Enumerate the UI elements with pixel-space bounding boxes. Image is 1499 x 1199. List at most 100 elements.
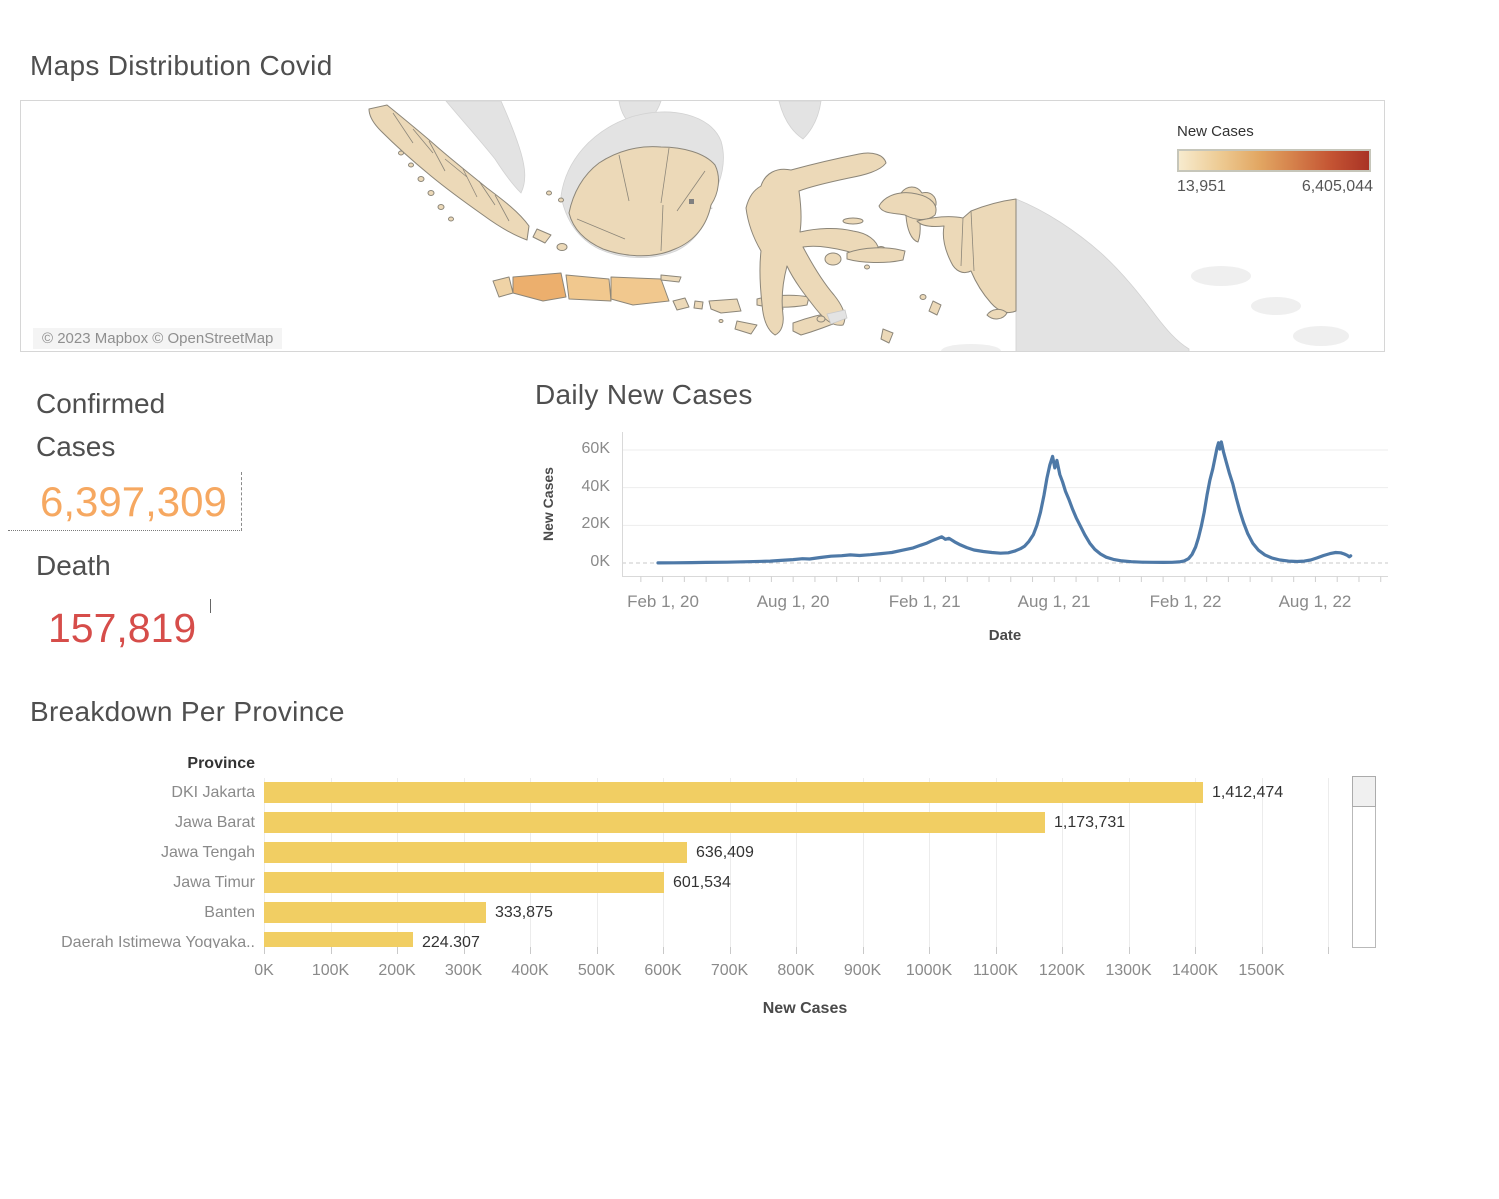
papua-province-borders: [960, 210, 975, 272]
daily-chart-x-axis-title: Date: [988, 627, 1022, 644]
axis-tick: [729, 947, 731, 954]
map-color-legend: New Cases 13,951 6,405,044: [1177, 123, 1377, 196]
east-java-shape[interactable]: [610, 276, 670, 306]
banten-shape[interactable]: [492, 276, 514, 298]
gridline: [995, 778, 997, 947]
madura-shape: [660, 274, 682, 283]
x-tick-label: 700K: [710, 962, 749, 979]
x-tick-label: 400K: [511, 962, 549, 979]
bar-value-label: 333,875: [495, 904, 553, 921]
province-row-label: DKI Jakarta: [171, 784, 255, 801]
buton-shape: [816, 315, 826, 323]
gridline: [862, 778, 864, 947]
bar-value-label: 1,412,474: [1212, 784, 1284, 801]
sulawesi-shape[interactable]: [745, 152, 887, 336]
gridline: [1195, 778, 1196, 947]
bar-row: 1,173,731: [264, 808, 1346, 838]
legend-min-value: 13,951: [1177, 178, 1226, 195]
malay-peninsula-shape: [445, 101, 526, 194]
bangka-shape: [532, 228, 552, 244]
confirmed-cases-label: Confirmed Cases: [36, 388, 166, 462]
province-row-labels: DKI Jakarta Jawa Barat Jawa Tengah Jawa Tim…: [20, 778, 255, 948]
west-java-shape[interactable]: [512, 272, 567, 302]
province-bar[interactable]: [264, 842, 687, 863]
province-row-label: Jawa Tengah: [161, 844, 255, 861]
province-chart-plot-area[interactable]: 1,412,474 1,173,731 636,409 601,534 333,875 2…: [264, 778, 1346, 947]
indonesia-map-panel[interactable]: Indonesia: [20, 100, 1385, 352]
axis-tick: [862, 947, 864, 954]
bar-row: 1,412,474: [264, 778, 1346, 808]
gridline: [929, 778, 930, 947]
bar-row: 636,409: [264, 838, 1346, 868]
province-bar[interactable]: [264, 782, 1203, 803]
x-tick-label: 800K: [777, 962, 815, 979]
bar-row: 333,875: [264, 898, 1346, 928]
yos-sudarso-shape: [986, 308, 1008, 320]
x-tick-label: 1200K: [1038, 962, 1086, 979]
buru-shape: [824, 252, 842, 266]
province-axis-ticks: [264, 947, 1346, 955]
province-row-label: Jawa Timur: [173, 874, 255, 891]
y-tick-label: 0K: [590, 553, 610, 570]
province-bar[interactable]: [264, 872, 664, 893]
x-tick-label: 900K: [843, 962, 882, 979]
map-attribution: © 2023 Mapbox © OpenStreetMap: [33, 328, 283, 349]
sumatra-province-borders: [392, 112, 510, 222]
x-tick-label: 500K: [577, 962, 616, 979]
axis-tick: [1328, 947, 1329, 954]
daily-chart-plot-area[interactable]: [622, 432, 1388, 591]
x-tick-label: Feb 1, 21: [888, 592, 961, 611]
gridline: [1328, 778, 1329, 947]
death-label: Death: [36, 550, 111, 581]
province-bar[interactable]: [264, 902, 486, 923]
sumbawa-shape: [708, 298, 742, 314]
mindanao-tip-shape: [778, 101, 822, 140]
gridline: [729, 778, 731, 947]
axis-tick: [264, 947, 265, 954]
tanimbar-shape: [880, 328, 894, 344]
axis-tick: [995, 947, 997, 954]
axis-tick: [1195, 947, 1196, 954]
province-chart-scrollbar[interactable]: [1352, 776, 1376, 948]
daily-line-chart-svg: [622, 432, 1388, 582]
daily-new-cases-line[interactable]: [656, 440, 1353, 565]
axis-tick: [929, 947, 930, 954]
gridline: [1062, 778, 1063, 947]
province-row-label: Daerah Istimewa Yogyaka..: [61, 934, 255, 948]
daily-chart-title: Daily New Cases: [535, 379, 753, 410]
x-tick-label: Aug 1, 20: [756, 592, 830, 611]
y-tick-label: 40K: [581, 477, 610, 495]
axis-tick: [1062, 947, 1063, 954]
sumba-shape: [734, 320, 758, 335]
legend-gradient-bar: [1177, 149, 1371, 172]
y-tick-label: 60K: [581, 440, 610, 457]
x-tick-label: 100K: [311, 962, 350, 979]
bar-row: 224,307: [264, 928, 1346, 947]
bar-value-label: 601,534: [673, 874, 731, 891]
x-tick-label: 600K: [644, 962, 682, 979]
x-tick-label: Aug 1, 22: [1278, 592, 1352, 611]
belitung-shape: [556, 243, 568, 251]
aru-shape: [928, 300, 942, 316]
indonesia-province-shapes[interactable]: [368, 104, 1017, 344]
x-tick-label: 1000K: [905, 962, 953, 979]
lombok-shape: [693, 300, 704, 310]
scrollbar-thumb[interactable]: [1352, 776, 1376, 807]
gridline: [796, 778, 797, 947]
sumatra-shape[interactable]: [368, 104, 530, 241]
axis-tick: [1261, 947, 1263, 954]
central-java-shape[interactable]: [565, 274, 612, 302]
x-tick-label: 0K: [254, 962, 274, 979]
province-chart-title: Breakdown Per Province: [30, 696, 345, 727]
papua-shape[interactable]: [916, 198, 1017, 314]
bar-value-label: 636,409: [696, 844, 754, 861]
bali-shape: [672, 297, 690, 311]
kalimantan-shape[interactable]: [568, 146, 719, 257]
axis-tick: [397, 947, 398, 954]
province-row-label: Jawa Barat: [174, 814, 255, 831]
papua-bird-head-shape[interactable]: [878, 192, 937, 220]
province-bar[interactable]: [264, 932, 413, 947]
papua-new-guinea-shape: [1015, 198, 1190, 351]
province-bar[interactable]: [264, 812, 1045, 833]
y-tick-label: 20K: [581, 515, 610, 533]
